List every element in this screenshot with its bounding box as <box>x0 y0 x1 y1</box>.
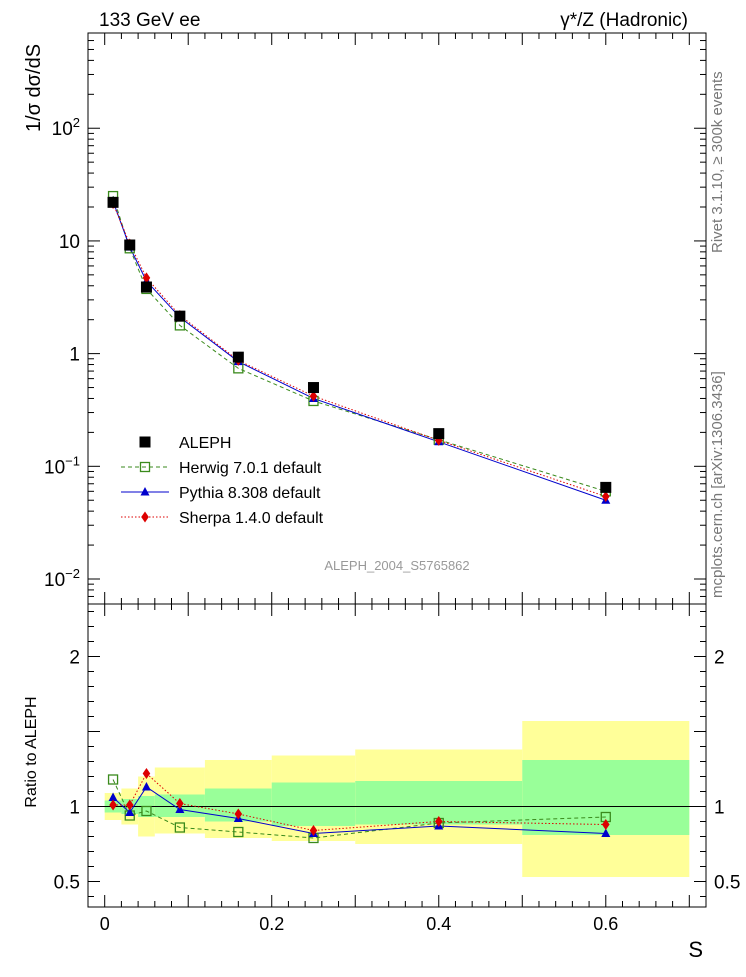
y-tick-label: 102 <box>52 115 80 140</box>
legend-marker <box>139 436 151 448</box>
process-label: γ*/Z (Hadronic) <box>560 10 688 31</box>
plot-title: 133 GeV ee <box>99 10 200 31</box>
data-point <box>142 272 151 284</box>
y-tick-label: 10 <box>59 232 80 253</box>
main-ylabel: 1/σ dσ/dS <box>23 44 45 132</box>
data-point <box>433 428 445 440</box>
analysis-label: ALEPH_2004_S5765862 <box>324 558 469 573</box>
data-point <box>141 782 151 791</box>
data-point <box>141 805 152 817</box>
x-axis-label: S <box>688 937 703 962</box>
x-tick-label: 0.6 <box>593 914 618 934</box>
data-point <box>309 825 318 836</box>
data-point <box>124 239 136 251</box>
series-line <box>112 195 606 492</box>
data-point <box>107 774 119 785</box>
data-point <box>174 310 186 322</box>
legend-label: Sherpa 1.4.0 default <box>179 510 324 527</box>
y-tick-label: 2 <box>69 648 80 669</box>
data-point <box>232 351 244 363</box>
data-point <box>309 390 318 402</box>
legend: ALEPH Herwig 7.0.1 default Pythia 8.308 de… <box>121 435 324 527</box>
main-axis-ticks: 102 10 1 10−1 10−2 <box>44 32 706 605</box>
ratio-axis-ticks: 0 0.2 0.4 0.6 2 2 1 1 0.5 0.5 <box>54 604 740 934</box>
legend-marker <box>139 461 151 473</box>
x-tick-label: 0.2 <box>259 914 284 934</box>
data-point <box>233 826 244 838</box>
main-series-markers <box>107 190 612 504</box>
data-point <box>125 799 134 811</box>
data-point <box>142 768 151 779</box>
data-point <box>434 816 443 827</box>
y-tick-label: 10−2 <box>44 566 80 591</box>
y-tick-label: 2 <box>714 648 725 669</box>
legend-label: Pythia 8.308 default <box>179 485 321 502</box>
legend-marker <box>141 511 149 523</box>
ratio-ylabel-text: Ratio to ALEPH <box>23 696 40 807</box>
legend-label: Herwig 7.0.1 default <box>179 460 322 477</box>
data-point <box>601 819 610 830</box>
y-tick-label: 1 <box>69 798 80 819</box>
data-point <box>601 490 610 502</box>
y-tick-label: 1 <box>714 798 725 819</box>
series-line <box>112 786 606 835</box>
y-tick-label: 0.5 <box>54 873 80 894</box>
data-point <box>108 792 118 801</box>
data-point <box>600 481 612 493</box>
data-point <box>140 281 152 293</box>
ratio-series-markers <box>107 768 611 844</box>
data-point <box>125 807 135 816</box>
mcplots-label: mcplots.cern.ch [arXiv:1306.3436] <box>709 371 726 598</box>
legend-label: ALEPH <box>179 435 231 452</box>
y-tick-label: 10−1 <box>44 453 80 478</box>
rivet-version-label: Rivet 3.1.10, ≥ 300k events <box>709 71 726 253</box>
main-ylabel-text: 1/σ dσ/dS <box>23 44 45 132</box>
x-tick-label: 0 <box>100 914 110 934</box>
legend-marker <box>140 487 150 496</box>
data-point <box>109 799 117 811</box>
data-point <box>307 382 319 394</box>
x-tick-label: 0.4 <box>426 914 451 934</box>
y-tick-label: 1 <box>69 345 80 366</box>
ratio-panel-frame <box>87 603 707 908</box>
ratio-ylabel: Ratio to ALEPH <box>23 696 40 807</box>
stat-uncertainty-band <box>271 782 356 826</box>
data-point <box>176 798 184 809</box>
data-point <box>601 828 611 837</box>
data-point <box>174 822 186 833</box>
y-tick-label: 0.5 <box>714 873 740 894</box>
data-point <box>234 808 243 820</box>
series-line <box>113 772 606 832</box>
data-point <box>107 196 119 208</box>
